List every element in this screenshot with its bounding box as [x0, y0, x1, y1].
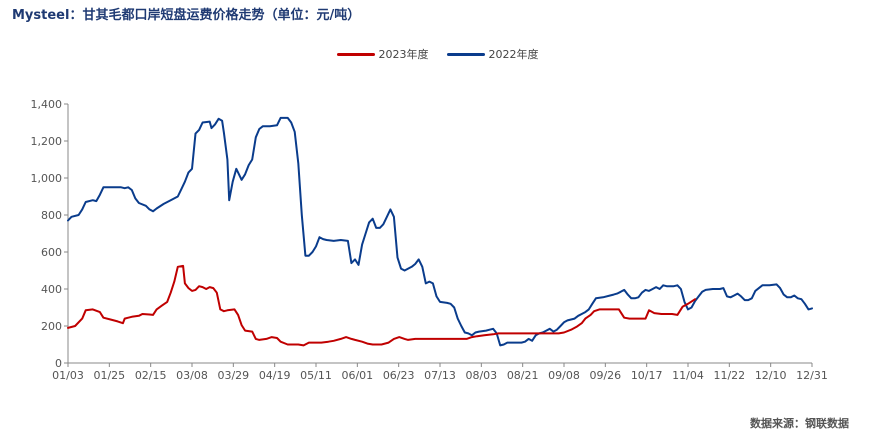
legend-item-2022[interactable]: 2022年度: [446, 46, 539, 62]
legend-label-2022: 2022年度: [488, 48, 539, 61]
x-tick-label: 01/25: [93, 369, 125, 382]
y-tick-label: 1,200: [31, 135, 63, 148]
legend-label-2023: 2023年度: [378, 48, 429, 61]
x-tick-label: 04/19: [259, 369, 291, 382]
chart-title: Mysteel：甘其毛都口岸短盘运费价格走势（单位：元/吨）: [12, 8, 361, 23]
y-tick-label: 1,000: [31, 172, 63, 185]
x-tick-label: 07/13: [424, 369, 456, 382]
x-tick-label: 11/22: [713, 369, 745, 382]
x-tick-label: 03/29: [217, 369, 249, 382]
x-tick-label: 01/03: [52, 369, 84, 382]
x-tick-label: 12/31: [796, 369, 828, 382]
x-tick-label: 06/01: [341, 369, 373, 382]
y-tick-label: 1,400: [31, 98, 63, 111]
x-tick-label: 08/03: [465, 369, 497, 382]
y-tick-label: 0: [55, 357, 62, 370]
x-tick-label: 09/26: [589, 369, 621, 382]
chart-legend: 2023年度 2022年度: [0, 46, 875, 62]
x-tick-label: 06/23: [383, 369, 415, 382]
legend-swatch-2022: [446, 52, 485, 56]
x-tick-label: 11/04: [672, 369, 704, 382]
x-tick-label: 05/11: [300, 369, 332, 382]
y-tick-label: 200: [41, 320, 62, 333]
series-line-2022: [67, 116, 813, 347]
data-source-note: 数据来源：钢联数据: [750, 417, 849, 430]
legend-item-2023[interactable]: 2023年度: [336, 46, 429, 62]
x-tick-label: 10/17: [631, 369, 663, 382]
x-tick-label: 12/10: [755, 369, 787, 382]
series-line-2023: [67, 264, 697, 347]
y-tick-label: 400: [41, 283, 62, 296]
y-tick-label: 800: [41, 209, 62, 222]
x-tick-label: 08/21: [507, 369, 539, 382]
x-tick-label: 03/08: [176, 369, 208, 382]
x-tick-label: 02/15: [135, 369, 167, 382]
x-tick-label: 09/08: [548, 369, 580, 382]
legend-swatch-2023: [336, 52, 375, 56]
y-tick-label: 600: [41, 246, 62, 259]
